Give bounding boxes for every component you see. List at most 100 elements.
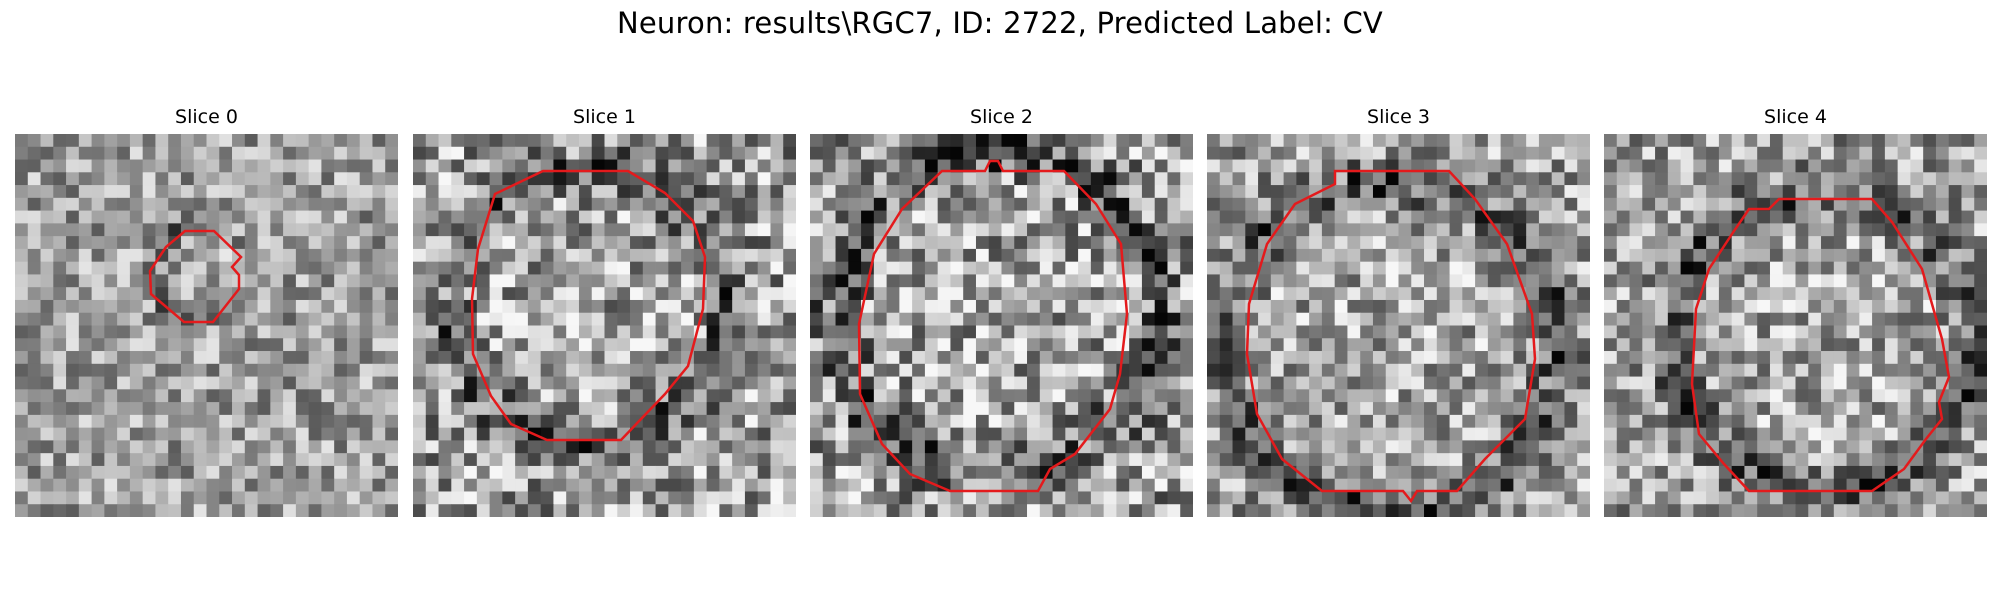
pixel (438, 185, 452, 199)
pixel (527, 351, 542, 365)
pixel (1475, 312, 1489, 326)
pixel (810, 146, 824, 160)
pixel (1872, 146, 1886, 160)
pixel (848, 210, 862, 224)
pixel (53, 363, 67, 377)
pixel (91, 236, 105, 250)
pixel (757, 236, 771, 250)
pixel (385, 185, 398, 199)
pixel (1500, 491, 1514, 505)
pixel (117, 210, 131, 224)
pixel (1065, 440, 1079, 454)
pixel (27, 402, 41, 416)
pixel (232, 312, 246, 326)
pixel (129, 274, 144, 288)
pixel (1321, 159, 1336, 173)
pixel (1526, 248, 1540, 263)
pixel (1795, 338, 1809, 352)
pixel (168, 261, 182, 275)
pixel (861, 248, 875, 263)
pixel (988, 465, 1002, 480)
pixel (668, 389, 682, 403)
pixel (1462, 376, 1476, 390)
pixel (1232, 312, 1246, 326)
pixel (1731, 274, 1745, 288)
pixel (770, 312, 784, 326)
pixel (1180, 159, 1193, 173)
pixel (578, 376, 593, 390)
pixel (372, 185, 386, 199)
pixel (334, 414, 348, 429)
pixel (835, 172, 849, 186)
pixel (924, 491, 939, 505)
pixel (1129, 299, 1143, 314)
pixel (1935, 465, 1950, 480)
pixel (1769, 236, 1784, 250)
pixel (719, 274, 733, 288)
pixel (168, 402, 182, 416)
pixel (53, 402, 67, 416)
pixel (502, 223, 516, 237)
pixel (1616, 402, 1630, 416)
pixel (1360, 402, 1374, 416)
pixel (385, 261, 398, 275)
pixel (1411, 159, 1425, 173)
pixel (1564, 185, 1578, 199)
pixel (1974, 134, 1987, 148)
pixel (822, 159, 836, 173)
pixel (1526, 172, 1540, 186)
pixel (553, 465, 567, 480)
pixel (553, 325, 567, 339)
pixel (1424, 248, 1438, 263)
pixel (15, 465, 29, 480)
pixel (693, 504, 708, 517)
pixel (464, 478, 478, 492)
pixel (1577, 236, 1590, 250)
pixel (693, 389, 708, 403)
pixel (848, 491, 862, 505)
pixel (321, 376, 335, 390)
pixel (975, 453, 990, 467)
pixel (1360, 146, 1374, 160)
pixel (566, 491, 580, 505)
pixel (425, 210, 439, 224)
pixel (1167, 376, 1181, 390)
pixel (1526, 159, 1540, 173)
pixel (1948, 223, 1962, 237)
pixel (757, 146, 771, 160)
pixel (385, 274, 398, 288)
pixel (975, 504, 990, 517)
pixel (1232, 440, 1246, 454)
slice-title: Slice 4 (1764, 106, 1827, 128)
pixel (1436, 351, 1450, 365)
pixel (1475, 465, 1489, 480)
pixel (1706, 236, 1720, 250)
pixel (1398, 478, 1412, 492)
pixel (1833, 427, 1847, 441)
pixel (693, 440, 708, 454)
pixel (40, 248, 54, 263)
pixel (346, 312, 361, 326)
pixel (1245, 465, 1259, 480)
pixel (1424, 504, 1438, 517)
pixel (451, 491, 465, 505)
pixel (413, 491, 427, 505)
pixel (257, 210, 271, 224)
pixel (451, 312, 465, 326)
pixel (757, 325, 771, 339)
pixel (1360, 453, 1374, 467)
pixel (117, 274, 131, 288)
pixel (886, 146, 900, 160)
pixel (476, 465, 490, 480)
pixel (1846, 236, 1860, 250)
pixel (1821, 146, 1835, 160)
pixel (413, 351, 427, 365)
pixel (950, 236, 964, 250)
pixel (578, 274, 593, 288)
pixel (693, 210, 708, 224)
pixel (489, 223, 503, 237)
pixel (1103, 236, 1117, 250)
pixel (630, 351, 644, 365)
pixel (1309, 159, 1323, 173)
pixel (757, 414, 771, 429)
